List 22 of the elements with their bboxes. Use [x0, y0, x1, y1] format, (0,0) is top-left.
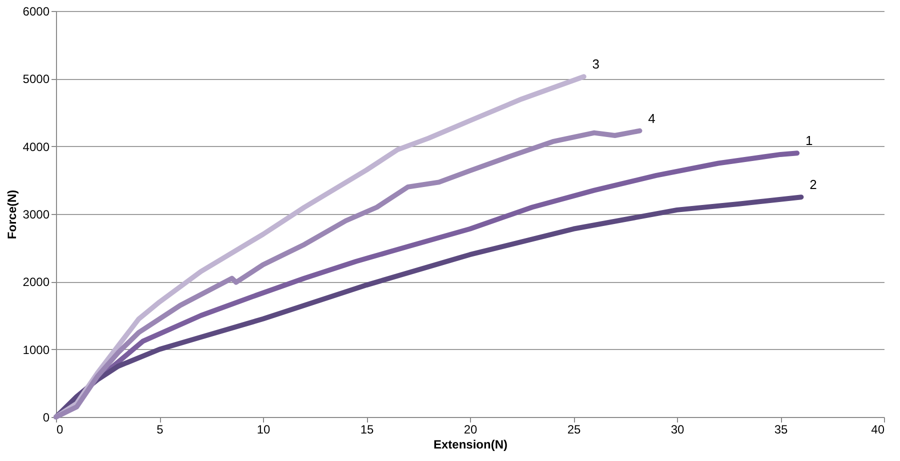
y-tick-label: 5000	[22, 72, 50, 86]
series-label: 2	[810, 177, 817, 192]
y-axis-title: Force(N)	[4, 190, 19, 240]
x-tick-label: 30	[670, 422, 684, 436]
y-tick-label: 6000	[22, 4, 50, 18]
series-label: 4	[648, 110, 656, 126]
x-tick-label: 20	[464, 422, 478, 436]
x-tick-label: 35	[774, 422, 788, 436]
x-tick-label: 40	[871, 422, 885, 436]
series-label: 3	[592, 56, 600, 72]
x-tick-label: 10	[256, 422, 270, 436]
y-tick-label: 4000	[22, 140, 50, 154]
x-tick-label: 25	[567, 422, 581, 436]
x-tick-label: 0	[56, 422, 64, 436]
y-tick-label: 0	[42, 410, 50, 424]
x-axis-title: Extension(N)	[433, 438, 508, 452]
x-tick-label: 5	[156, 422, 164, 436]
y-tick-label: 3000	[22, 208, 50, 222]
series-label: 1	[805, 133, 813, 148]
x-tick-label: 15	[360, 422, 374, 436]
y-tick-label: 2000	[22, 275, 50, 290]
y-tick-label: 1000	[22, 342, 50, 357]
